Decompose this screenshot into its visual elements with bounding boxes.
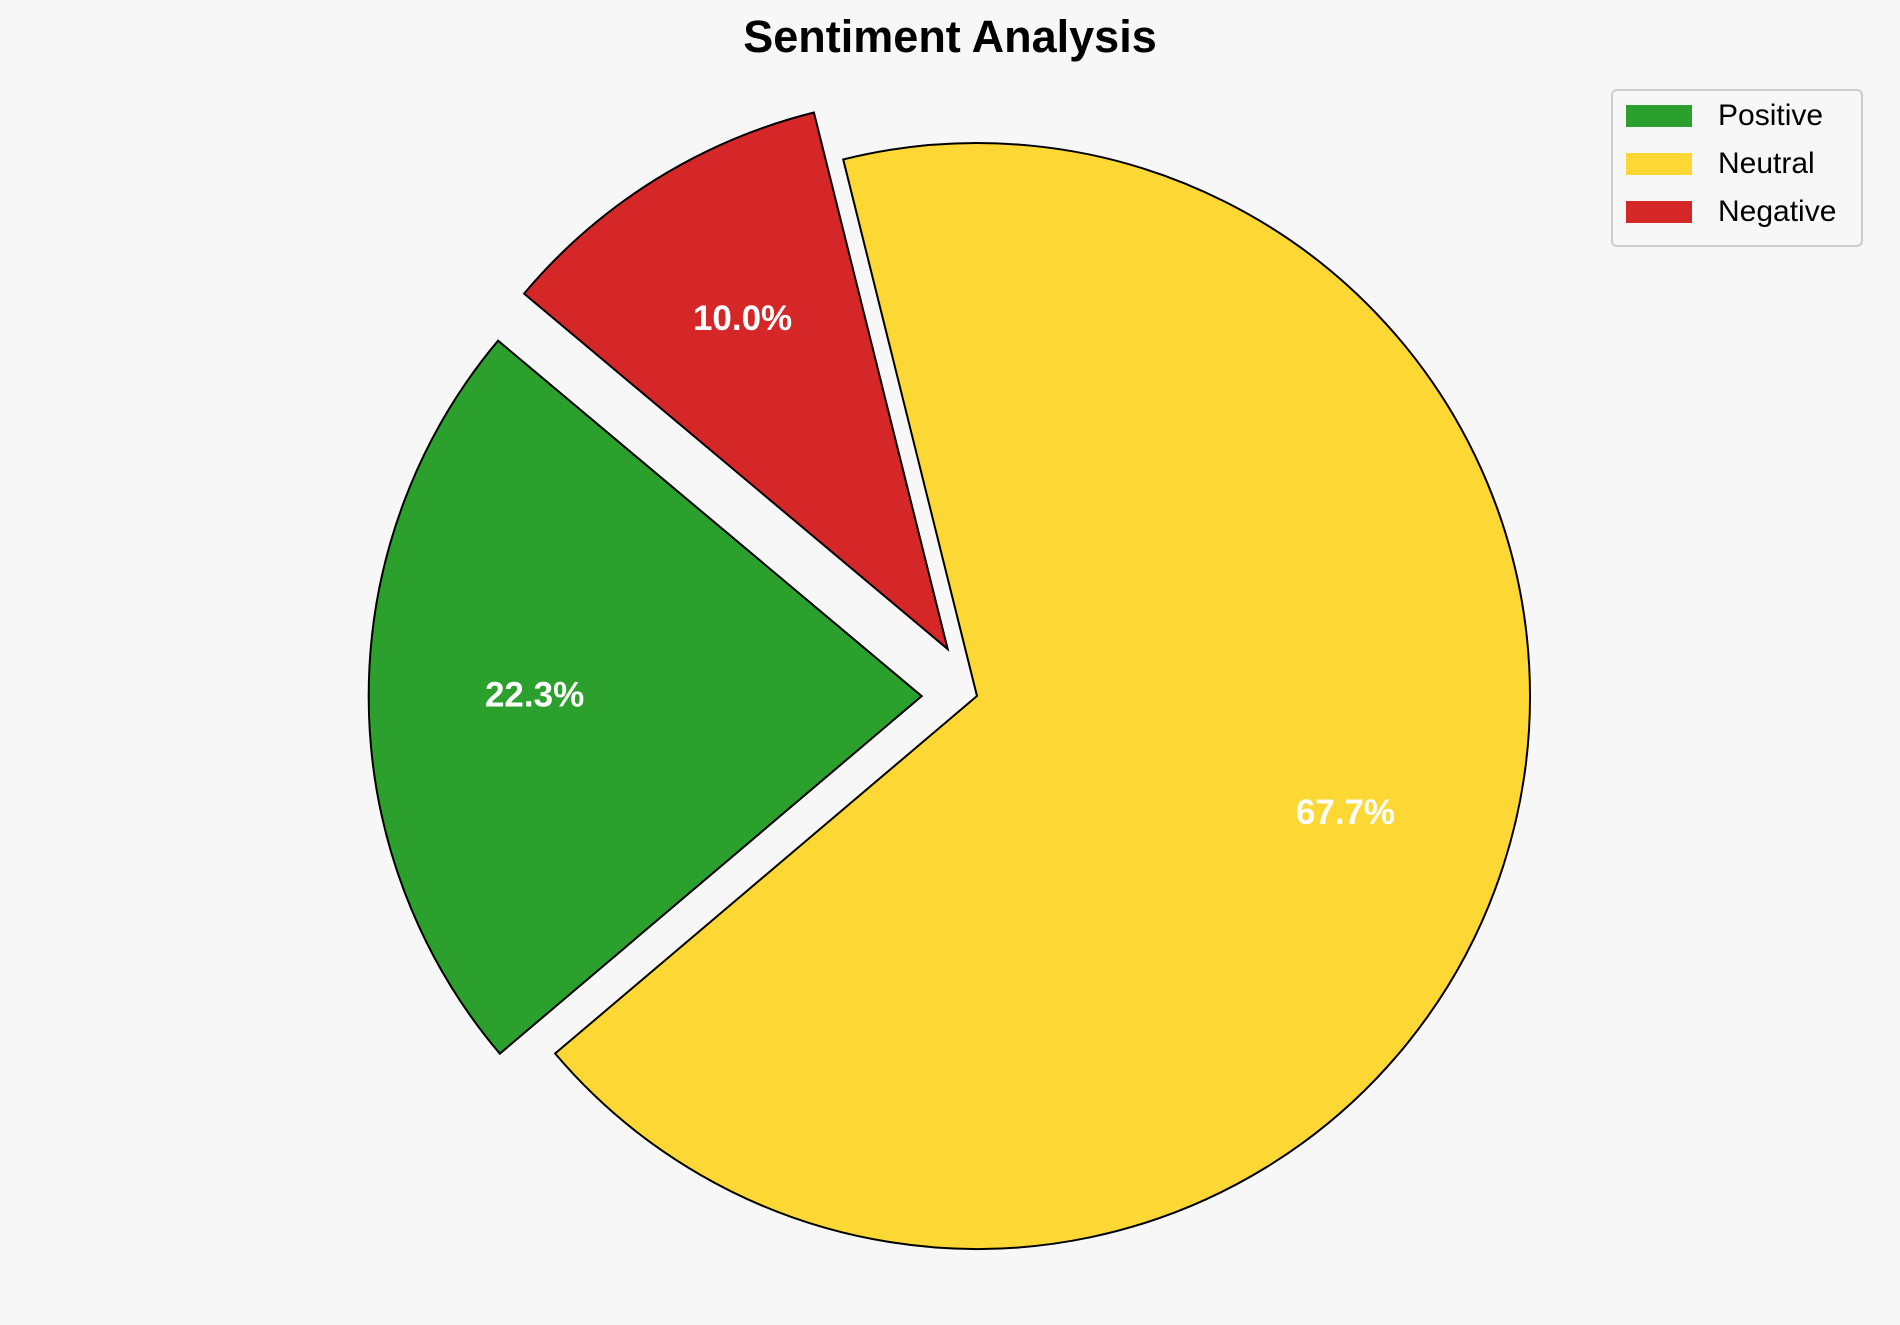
data-label: 67.7% [1296,793,1395,832]
legend-label: Neutral [1718,147,1815,180]
chart-title: Sentiment Analysis [743,11,1156,62]
pie-slice [367,339,924,1056]
legend-label: Positive [1718,99,1823,132]
legend-swatch [1626,105,1692,127]
legend-label: Negative [1718,195,1836,228]
legend-swatch [1626,153,1692,175]
pie-slice [522,111,950,652]
data-label: 22.3% [485,675,584,714]
legend-swatch [1626,201,1692,223]
legend: Positive Neutral Negative [1611,89,1863,247]
pie-slice [553,142,1531,1250]
data-label: 10.0% [693,299,792,338]
